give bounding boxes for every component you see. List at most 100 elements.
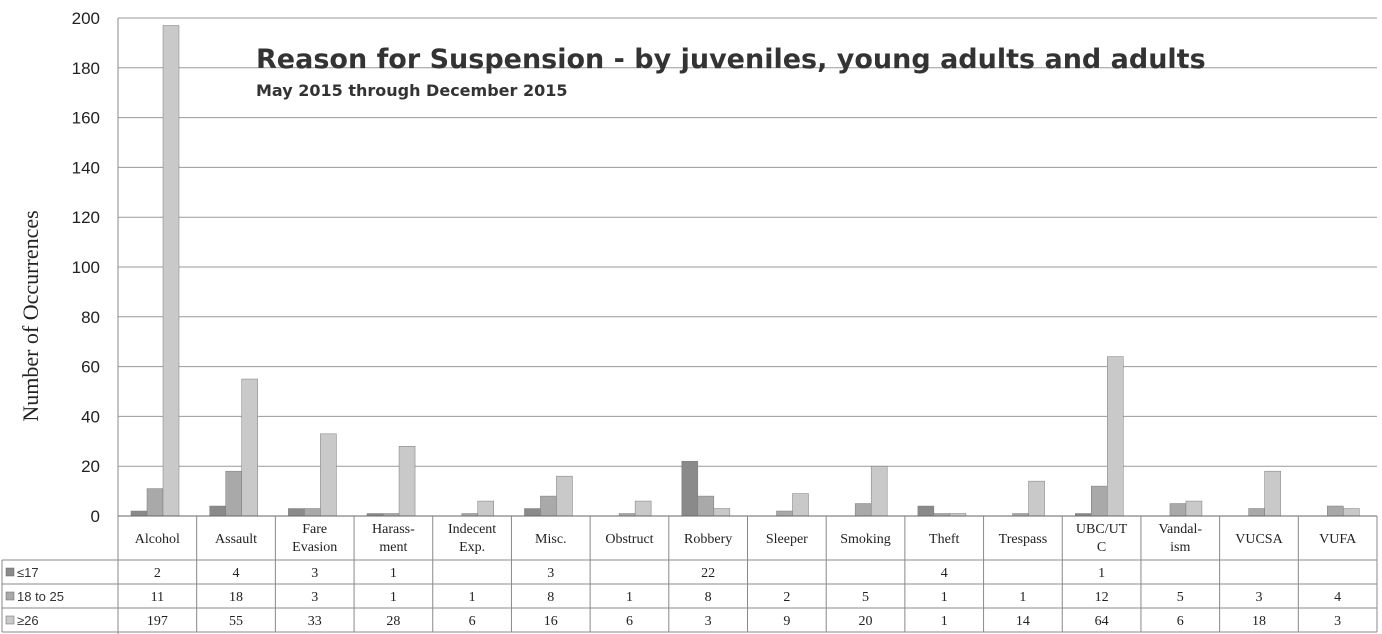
data-table-cell: 22	[701, 566, 715, 581]
data-table-cell: 3	[1255, 590, 1262, 605]
category-label: Harass-	[372, 522, 415, 537]
data-table-cell: 4	[941, 566, 948, 581]
category-label: Theft	[929, 532, 959, 547]
legend-label: 18 to 25	[17, 589, 64, 604]
data-table-cell: 8	[547, 590, 554, 605]
data-table-cell: 1	[941, 614, 948, 629]
category-label: C	[1097, 540, 1106, 555]
bar	[398, 446, 416, 517]
y-tick-label: 100	[72, 258, 100, 277]
data-table-cell: 5	[862, 590, 869, 605]
bar	[241, 378, 258, 517]
bar	[854, 503, 872, 517]
category-label: VUFA	[1319, 532, 1357, 547]
y-tick-label: 0	[91, 507, 100, 526]
bar	[130, 510, 148, 517]
y-tick-label: 60	[81, 358, 100, 377]
category-label: Vandal-	[1159, 522, 1203, 537]
bar	[776, 510, 793, 517]
data-table-cell: 3	[705, 614, 712, 629]
data-table-cell: 6	[469, 614, 476, 629]
data-table-cell: 55	[229, 614, 243, 629]
category-label: Smoking	[840, 532, 891, 547]
y-tick-label: 120	[72, 208, 100, 227]
category-label: Robbery	[684, 532, 732, 547]
y-tick-label: 160	[72, 109, 100, 128]
category-label: Fare	[302, 522, 327, 537]
data-table: Alcohol Assault Fare Evasion Harass-ment Inde…	[1, 515, 1378, 633]
category-label: Alcohol	[135, 532, 180, 547]
y-tick-label: 140	[72, 158, 100, 177]
bar	[1327, 505, 1344, 517]
data-table-cell: 3	[547, 566, 554, 581]
category-label: VUCSA	[1235, 532, 1283, 547]
y-tick-label: 200	[72, 9, 100, 28]
data-table-cell: 20	[859, 614, 873, 629]
category-label: Trespass	[999, 532, 1048, 547]
bar	[288, 508, 305, 517]
bar	[917, 505, 935, 517]
bar	[1028, 480, 1045, 517]
bar	[1264, 470, 1281, 517]
chart-subtitle: May 2015 through December 2015	[256, 81, 568, 100]
data-table-cell: 12	[1095, 590, 1109, 605]
bar	[524, 508, 541, 517]
bar	[477, 500, 494, 517]
data-table-cell: 9	[783, 614, 790, 629]
legend-swatch	[5, 591, 15, 601]
data-table-cell: 6	[626, 614, 633, 629]
category-label: UBC/UT	[1076, 522, 1128, 537]
data-table-cell: 18	[1252, 614, 1266, 629]
data-table-cell: 11	[151, 590, 164, 605]
data-table-cell: 3	[311, 590, 318, 605]
legend-swatch	[5, 567, 15, 577]
data-table-cell: 6	[1177, 614, 1184, 629]
data-table-cell: 1	[941, 590, 948, 605]
data-table-cell: 197	[147, 614, 168, 629]
data-table-cell: 1	[390, 590, 397, 605]
bar	[162, 25, 180, 517]
bar	[697, 495, 715, 517]
bar	[146, 488, 164, 517]
bar	[713, 508, 731, 517]
bar	[1107, 356, 1124, 517]
data-table-cell: 1	[1019, 590, 1026, 605]
bar	[556, 475, 573, 517]
bar	[681, 460, 699, 517]
bar	[1248, 508, 1265, 517]
chart-title: Reason for Suspension - by juveniles, yo…	[256, 44, 1206, 75]
y-axis-title: Number of Occurrences	[18, 210, 43, 421]
category-label: Indecent	[448, 522, 496, 537]
bar	[304, 508, 321, 517]
y-tick-label: 180	[72, 59, 100, 78]
category-label: Obstruct	[605, 532, 653, 547]
y-tick-label: 40	[81, 407, 100, 426]
bar	[1343, 508, 1360, 517]
bar	[209, 505, 226, 517]
data-table-cell: 14	[1016, 614, 1030, 629]
data-table-cell: 8	[705, 590, 712, 605]
y-axis: 0 20 40 60 80 100 120 140 160 180 200	[72, 9, 119, 634]
legend-swatch	[5, 615, 15, 625]
data-table-cell: 28	[386, 614, 400, 629]
data-table-cell: 1	[390, 566, 397, 581]
data-table-cell: 3	[1334, 614, 1341, 629]
legend-label: ≥26	[17, 613, 39, 628]
data-table-cell: 1	[626, 590, 633, 605]
bar	[225, 470, 242, 517]
data-table-cell: 18	[229, 590, 243, 605]
data-table-cell: 3	[311, 566, 318, 581]
category-label: ment	[379, 540, 407, 555]
bars	[130, 25, 1360, 517]
category-label: Assault	[215, 532, 257, 547]
bar	[870, 465, 888, 517]
bar	[540, 495, 557, 517]
data-table-cell: 4	[233, 566, 240, 581]
data-table-cell: 64	[1095, 614, 1109, 629]
data-table-cell: 16	[544, 614, 558, 629]
category-label: Sleeper	[766, 532, 808, 547]
data-table-cell: 4	[1334, 590, 1341, 605]
bar	[1091, 485, 1108, 517]
data-table-cell: 2	[154, 566, 161, 581]
